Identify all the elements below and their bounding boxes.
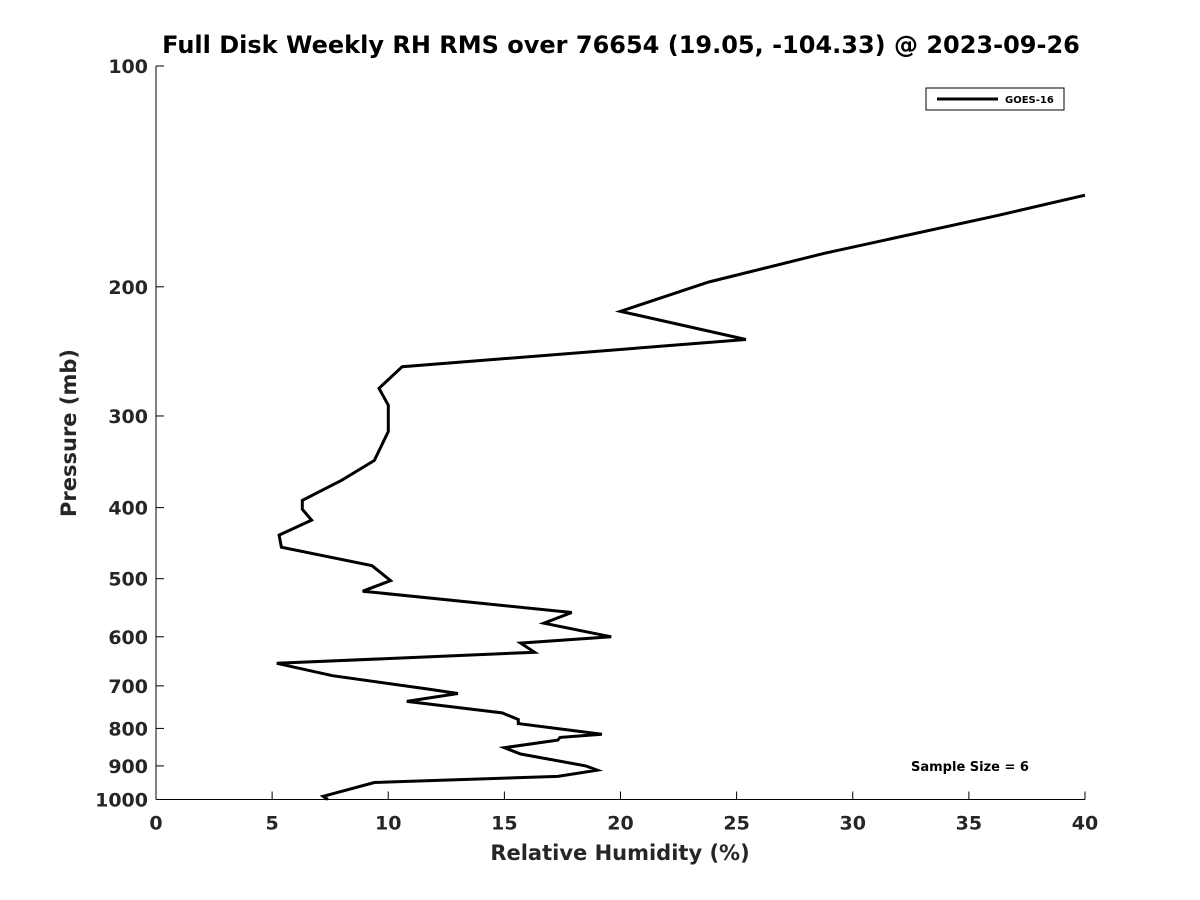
y-tick-label: 300 [108, 406, 148, 428]
legend-label-goes-16: GOES-16 [1005, 95, 1054, 106]
x-tick-label: 35 [956, 813, 982, 835]
y-tick-label: 800 [108, 718, 148, 740]
x-axis-label: Relative Humidity (%) [490, 841, 749, 865]
x-tick-label: 0 [149, 813, 162, 835]
y-tick-label: 1000 [95, 790, 148, 812]
y-tick-label: 600 [108, 627, 148, 649]
x-tick-label: 5 [266, 813, 279, 835]
y-axis-ticks: 100 200 300 400 500 600 700 800 900 1000 [95, 56, 164, 812]
chart-title: Full Disk Weekly RH RMS over 76654 (19.0… [162, 31, 1080, 59]
legend: GOES-16 [925, 87, 1065, 111]
y-tick-label: 500 [108, 569, 148, 591]
x-tick-label: 15 [491, 813, 517, 835]
series-line-goes-16 [276, 193, 1086, 801]
y-tick-label: 700 [108, 676, 148, 698]
y-axis-label: Pressure (mb) [57, 349, 81, 517]
y-tick-label: 100 [108, 56, 148, 78]
series-layer [276, 193, 1086, 801]
sample-size-annotation: Sample Size = 6 [911, 760, 1029, 775]
x-tick-label: 20 [607, 813, 633, 835]
plot-area [155, 66, 1085, 800]
x-axis-ticks: 0 5 10 15 20 25 30 35 40 [149, 791, 1098, 835]
x-tick-label: 30 [840, 813, 866, 835]
y-tick-label: 200 [108, 277, 148, 299]
y-tick-label: 400 [108, 498, 148, 520]
y-tick-label: 900 [108, 756, 148, 778]
x-tick-label: 40 [1072, 813, 1098, 835]
x-tick-label: 10 [375, 813, 401, 835]
x-tick-label: 25 [723, 813, 749, 835]
